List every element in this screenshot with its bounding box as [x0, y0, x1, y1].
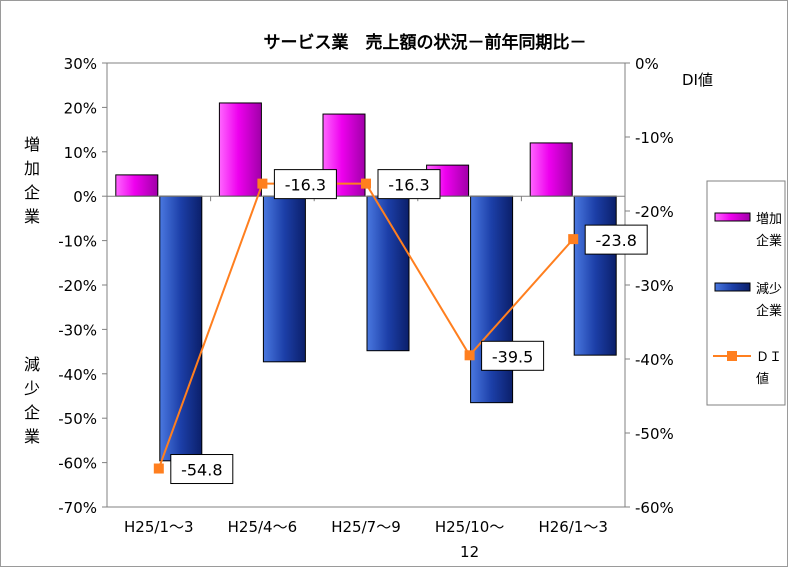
di-data-label: -39.5: [492, 347, 533, 366]
di-data-label: -23.8: [595, 231, 636, 250]
legend-label: ＤＩ値: [756, 350, 782, 387]
left-tick-label: 0%: [73, 188, 97, 206]
legend-swatch-marker: [727, 351, 737, 361]
left-tick-label: -60%: [58, 455, 97, 473]
bars: [106, 102, 626, 462]
bar-decrease: [573, 195, 617, 356]
increase-annotation: 増加企業: [24, 135, 40, 226]
di-label-box: [170, 454, 234, 485]
di-point: [153, 463, 164, 474]
right-tick-label: -60%: [635, 499, 674, 517]
right-tick-label: -50%: [635, 425, 674, 443]
right-tick-label: -30%: [635, 277, 674, 295]
right-axis-ticks: 0% -10% -20% -30% -40% -50% -60%: [625, 55, 674, 517]
bar-decrease: [470, 195, 514, 404]
legend-swatch: [714, 282, 751, 292]
left-tick-label: -50%: [58, 410, 97, 428]
x-tick-label: H25/7～9: [331, 518, 401, 536]
bar-decrease: [159, 195, 203, 462]
di-point: [464, 350, 475, 361]
x-tick-label: H25/10～ 12: [435, 518, 505, 561]
di-data-label: -16.3: [285, 176, 326, 195]
di-point: [361, 178, 371, 189]
left-tick-label: -30%: [58, 321, 97, 339]
bar-increase: [115, 174, 159, 197]
x-axis-labels: H25/1～3 H25/4～6 H25/7～9 H25/10～ 12 H26/1～3: [124, 518, 608, 561]
di-data-label: -54.8: [181, 461, 222, 480]
bar-increase: [529, 142, 573, 197]
left-tick-label: -40%: [58, 366, 97, 384]
di-data-label: -16.3: [388, 176, 429, 195]
di-point: [257, 178, 268, 189]
di-label-box: [273, 169, 337, 200]
right-tick-label: -40%: [635, 351, 674, 369]
legend-swatch: [714, 212, 751, 222]
left-tick-label: -70%: [58, 499, 97, 517]
right-tick-label: -20%: [635, 203, 674, 221]
left-tick-label: -20%: [58, 277, 97, 295]
di-line: -54.8 -16.3 -16.3 -39.5 -23.8: [153, 169, 648, 485]
x-tick-label: H26/1～3: [538, 518, 608, 536]
legend-label: 増加企業: [756, 212, 782, 249]
right-tick-label: -10%: [635, 129, 674, 147]
legend-label: 減少企業: [756, 281, 782, 319]
left-tick-label: 10%: [64, 144, 97, 162]
left-tick-label: 20%: [64, 99, 97, 117]
left-tick-label: -10%: [58, 233, 97, 251]
left-axis-ticks: 30% 20% 10% 0% -10% -20% -30% -40% -50% -60% -70%: [58, 55, 107, 517]
left-tick-label: 30%: [64, 55, 97, 73]
di-label-box: [481, 340, 545, 371]
right-tick-label: 0%: [635, 55, 659, 73]
x-tick-label: H25/4～6: [228, 518, 298, 536]
decrease-annotation: 減少企業: [24, 355, 40, 446]
di-label-box: [584, 224, 648, 255]
bar-increase: [218, 102, 262, 197]
x-tick-label: H25/1～3: [124, 518, 194, 536]
di-label-box: [377, 169, 441, 200]
chart-title: サービス業 売上額の状況－前年同期比－: [264, 32, 587, 53]
bar-decrease: [262, 195, 306, 363]
di-point: [568, 234, 579, 245]
right-axis-label: DI値: [682, 71, 713, 89]
